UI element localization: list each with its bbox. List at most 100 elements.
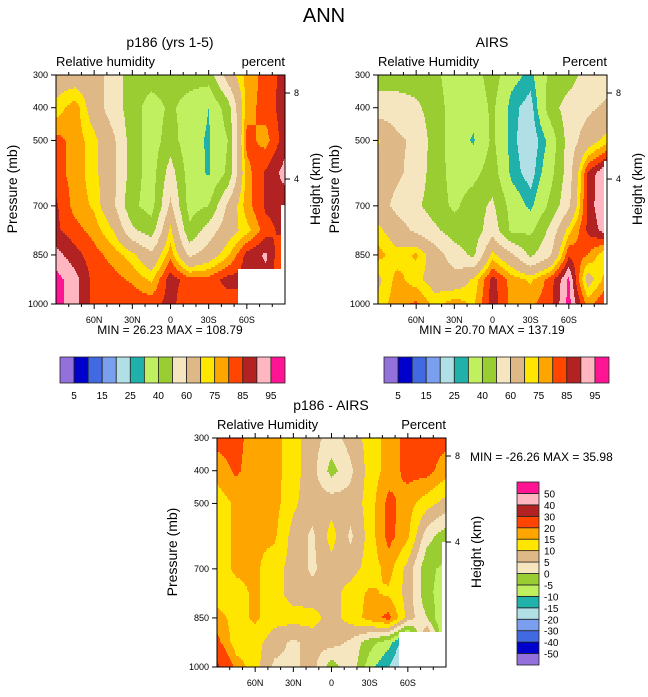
contour-cell — [128, 215, 151, 217]
contour-cell — [508, 239, 543, 241]
contour-cell — [541, 125, 552, 127]
contour-cell — [532, 255, 550, 257]
colorbar-label: 15 — [421, 391, 433, 402]
contour-cell — [579, 277, 582, 279]
contour-cell — [281, 215, 285, 217]
contour-cell — [552, 249, 560, 251]
contour-cell — [402, 592, 413, 594]
contour-cell — [113, 245, 123, 247]
contour-cell — [489, 131, 495, 133]
contour-cell — [546, 87, 572, 89]
contour-cell — [562, 255, 565, 257]
contour-cell — [548, 277, 555, 279]
contour-cell — [79, 249, 99, 251]
contour-cell — [395, 526, 410, 528]
contour-cell — [189, 91, 212, 93]
contour-cell — [179, 255, 189, 257]
x-tick-label: 60S — [239, 315, 255, 325]
contour-cell — [56, 251, 61, 253]
contour-cell — [400, 446, 446, 448]
contour-cell — [185, 171, 205, 173]
contour-cell — [424, 191, 447, 193]
contour-cell — [558, 261, 563, 263]
contour-cell — [355, 574, 381, 576]
contour-cell — [452, 239, 478, 241]
contour-cell — [378, 251, 383, 253]
contour-cell — [242, 105, 245, 107]
contour-cell — [538, 221, 551, 223]
contour-cell — [142, 171, 156, 173]
contour-cell — [583, 283, 587, 285]
contour-cell — [395, 524, 410, 526]
contour-cell — [525, 179, 533, 181]
contour-cell — [98, 153, 116, 155]
contour-cell — [210, 87, 220, 89]
contour-cell — [231, 544, 273, 546]
contour-cell — [386, 498, 396, 500]
contour-cell — [521, 171, 535, 173]
contour-cell — [205, 149, 210, 151]
contour-cell — [587, 165, 595, 167]
contour-cell — [56, 279, 64, 281]
contour-cell — [400, 440, 446, 442]
contour-cell — [497, 285, 507, 287]
contour-cell — [217, 526, 231, 528]
contour-cell — [363, 514, 375, 516]
contour-cell — [562, 185, 571, 187]
contour-cell — [126, 129, 142, 131]
contour-cell — [77, 219, 97, 221]
contour-cell — [363, 512, 375, 514]
contour-cell — [541, 243, 554, 245]
contour-cell — [427, 133, 445, 135]
contour-cell — [277, 87, 285, 89]
contour-cell — [586, 159, 593, 161]
contour-cell — [116, 143, 127, 145]
contour-cell — [237, 139, 241, 141]
contour-cell — [398, 556, 409, 558]
contour-cell — [244, 211, 254, 213]
contour-cell — [223, 175, 231, 177]
contour-cell — [240, 89, 245, 91]
contour-cell — [66, 151, 85, 153]
contour-cell — [232, 129, 237, 131]
contour-cell — [104, 79, 123, 81]
contour-cell — [561, 113, 591, 115]
contour-cell — [576, 145, 591, 147]
contour-cell — [592, 111, 607, 113]
contour-cell — [240, 195, 244, 197]
contour-cell — [282, 468, 301, 470]
contour-cell — [528, 281, 532, 283]
contour-cell — [56, 175, 66, 177]
contour-cell — [391, 576, 403, 578]
contour-cell — [599, 229, 604, 231]
contour-cell — [560, 287, 567, 289]
contour-cell — [189, 219, 191, 221]
contour-cell — [281, 243, 285, 245]
contour-cell — [142, 173, 156, 175]
contour-cell — [507, 285, 544, 287]
contour-cell — [404, 165, 427, 167]
contour-cell — [186, 197, 211, 199]
contour-cell — [156, 169, 166, 171]
contour-cell — [375, 504, 385, 506]
contour-cell — [403, 572, 413, 574]
contour-cell — [244, 157, 248, 159]
contour-cell — [281, 205, 285, 207]
contour-cell — [248, 157, 272, 159]
contour-cell — [520, 277, 537, 279]
contour-cell — [162, 205, 169, 207]
contour-cell — [180, 257, 215, 259]
contour-cell — [401, 474, 430, 476]
contour-cell — [234, 259, 243, 261]
contour-cell — [127, 169, 142, 171]
contour-cell — [157, 287, 166, 289]
contour-cell — [220, 253, 230, 255]
colorbar-box — [426, 357, 440, 383]
contour-cell — [502, 187, 516, 189]
contour-cell — [160, 235, 168, 237]
contour-cell — [128, 235, 149, 237]
contour-cell — [256, 123, 278, 125]
contour-cell — [298, 502, 362, 504]
contour-cell — [82, 129, 94, 131]
contour-cell — [553, 293, 560, 295]
